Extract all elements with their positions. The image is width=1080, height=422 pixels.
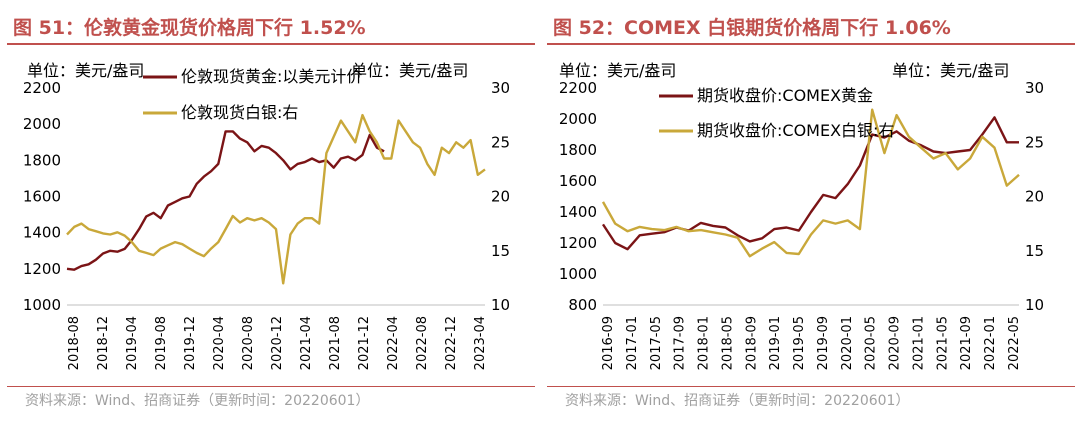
x-tick-label: 2022-05: [1007, 316, 1022, 370]
y-left-tick-label: 800: [568, 296, 597, 314]
y-left-tick-label: 2200: [23, 79, 61, 97]
y-right-tick-label: 15: [491, 242, 510, 260]
source-rule: [547, 386, 1075, 387]
y-right-tick-label: 20: [491, 188, 510, 206]
y-right-tick-label: 10: [1025, 296, 1044, 314]
legend-label-gold: 伦敦现货黄金:以美元计价: [181, 67, 362, 86]
x-tick-label: 2018-09: [744, 316, 759, 370]
legend-label-gold: 期货收盘价:COMEX黄金: [697, 86, 873, 105]
x-tick-label: 2018-12: [96, 316, 111, 370]
y-right-tick-label: 20: [1025, 188, 1044, 206]
x-tick-label: 2020-12: [270, 316, 285, 370]
y-right-tick-label: 25: [491, 133, 510, 151]
x-tick-label: 2019-09: [816, 316, 831, 370]
y-left-tick-label: 1400: [23, 224, 61, 242]
x-tick-label: 2020-08: [241, 316, 256, 370]
y-right-tick-label: 25: [1025, 133, 1044, 151]
x-tick-label: 2018-08: [67, 316, 82, 370]
title-rule: [547, 43, 1075, 45]
legend-label-silver: 伦敦现货白银:右: [181, 103, 298, 122]
x-tick-label: 2019-12: [183, 316, 198, 370]
x-tick-label: 2017-01: [625, 316, 640, 370]
chart-panel-right: 图 52：COMEX 白银期货价格周下行 1.06% 单位：美元/盎司 单位：美…: [547, 0, 1077, 422]
x-tick-label: 2022-12: [444, 316, 459, 370]
x-tick-label: 2023-04: [473, 316, 488, 370]
y-left-tick-label: 1600: [23, 188, 61, 206]
series-line-gold: [66, 130, 385, 271]
x-tick-label: 2019-01: [768, 316, 783, 370]
source-note: 资料来源：Wind、招商证券（更新时间：20220601）: [565, 393, 910, 409]
y-right-tick-label: 30: [1025, 79, 1044, 97]
x-tick-label: 2019-05: [792, 316, 807, 370]
x-tick-label: 2017-05: [649, 316, 664, 370]
unit-label-right: 单位：美元/盎司: [351, 61, 468, 80]
x-tick-label: 2019-08: [154, 316, 169, 370]
y-left-tick-label: 2000: [559, 110, 597, 128]
figure-title: 图 52：COMEX 白银期货价格周下行 1.06%: [553, 17, 951, 39]
y-right-tick-label: 30: [491, 79, 510, 97]
y-left-tick-label: 1200: [23, 260, 61, 278]
line-chart: 单位：美元/盎司 单位：美元/盎司 800 1000 1200 1400 1600 180…: [559, 61, 1044, 370]
x-tick-label: 2022-08: [415, 316, 430, 370]
y-left-tick-label: 1800: [23, 151, 61, 169]
y-left-tick-label: 1200: [559, 234, 597, 252]
x-tick-label: 2022-01: [983, 316, 998, 370]
unit-label-right: 单位：美元/盎司: [892, 61, 1009, 80]
y-left-tick-label: 2200: [559, 79, 597, 97]
unit-label-left: 单位：美元/盎司: [559, 61, 676, 80]
x-tick-label: 2018-01: [697, 316, 712, 370]
series-line-silver: [601, 108, 1020, 258]
x-tick-label: 2018-05: [720, 316, 735, 370]
x-tick-label: 2020-09: [888, 316, 903, 370]
x-tick-label: 2020-04: [212, 316, 227, 370]
y-left-tick-label: 2000: [23, 115, 61, 133]
x-tick-label: 2020-05: [864, 316, 879, 370]
x-tick-label: 2021-08: [328, 316, 343, 370]
unit-label-left: 单位：美元/盎司: [27, 61, 144, 80]
legend: 伦敦现货黄金:以美元计价 伦敦现货白银:右: [143, 67, 362, 122]
x-tick-label: 2017-09: [673, 316, 688, 370]
y-left-tick-label: 1600: [559, 172, 597, 190]
series-line-silver: [66, 113, 486, 285]
y-left-tick-label: 1800: [559, 141, 597, 159]
y-left-tick-label: 1000: [559, 265, 597, 283]
x-tick-label: 2021-05: [935, 316, 950, 370]
y-left-tick-label: 1400: [559, 203, 597, 221]
x-tick-label: 2021-04: [299, 316, 314, 370]
source-note: 资料来源：Wind、招商证券（更新时间：20220601）: [25, 393, 370, 409]
x-tick-label: 2019-04: [125, 316, 140, 370]
legend: 期货收盘价:COMEX黄金 期货收盘价:COMEX白银:右: [659, 86, 894, 140]
y-right-tick-label: 15: [1025, 242, 1044, 260]
x-tick-label: 2022-04: [386, 316, 401, 370]
legend-label-silver: 期货收盘价:COMEX白银:右: [697, 121, 894, 140]
title-rule: [7, 43, 535, 45]
y-right-tick-label: 10: [491, 296, 510, 314]
source-rule: [7, 386, 535, 387]
y-left-tick-label: 1000: [23, 296, 61, 314]
chart-panel-left: 图 51：伦敦黄金现货价格周下行 1.52% 单位：美元/盎司 单位：美元/盎司…: [7, 0, 537, 422]
x-tick-label: 2021-09: [959, 316, 974, 370]
x-tick-label: 2016-09: [601, 316, 616, 370]
figure-title: 图 51：伦敦黄金现货价格周下行 1.52%: [13, 17, 366, 39]
x-tick-label: 2021-01: [911, 316, 926, 370]
x-tick-label: 2020-01: [840, 316, 855, 370]
x-tick-label: 2021-12: [357, 316, 372, 370]
line-chart: 单位：美元/盎司 单位：美元/盎司 1000 1200 1400 1600 1800 20…: [23, 61, 510, 370]
